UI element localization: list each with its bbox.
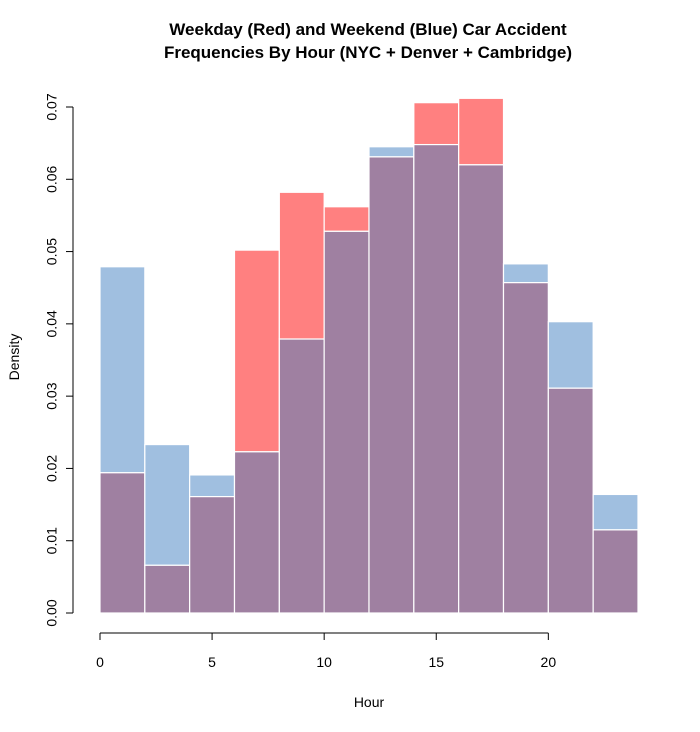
weekend-bar-0 — [99, 266, 146, 474]
overlap-bar-1 — [144, 564, 191, 614]
bars-group — [99, 97, 639, 614]
x-axis: 0 5 10 15 20 — [96, 632, 557, 670]
overlap-bar-6 — [368, 156, 415, 614]
x-tick-label: 0 — [96, 654, 104, 670]
y-tick-label: 0.03 — [44, 382, 60, 409]
y-axis: 0.00 0.01 0.02 0.03 0.04 0.05 0.06 0.07 — [44, 93, 74, 627]
weekend-bar-1 — [144, 443, 191, 566]
weekend-bar-6 — [368, 146, 415, 158]
y-tick-label: 0.07 — [44, 93, 60, 120]
chart-title-line-1: Weekday (Red) and Weekend (Blue) Car Acc… — [169, 20, 567, 39]
x-tick-label: 15 — [428, 654, 444, 670]
weekday-bar-7 — [413, 102, 460, 146]
weekday-bar-3 — [233, 249, 280, 453]
weekend-bar-2 — [189, 474, 236, 498]
x-tick-label: 10 — [316, 654, 332, 670]
y-tick-label: 0.06 — [44, 165, 60, 192]
overlap-bar-8 — [458, 164, 505, 614]
x-tick-label: 5 — [208, 654, 216, 670]
overlap-bar-4 — [278, 338, 325, 614]
overlap-bar-10 — [547, 387, 594, 614]
y-tick-label: 0.00 — [44, 599, 60, 626]
weekday-bar-5 — [323, 206, 370, 232]
weekday-bar-8 — [458, 97, 505, 166]
overlap-bar-9 — [502, 282, 549, 614]
overlap-bar-3 — [233, 451, 280, 614]
y-tick-label: 0.04 — [44, 310, 60, 337]
weekday-bar-4 — [278, 191, 325, 340]
y-tick-label: 0.01 — [44, 527, 60, 554]
overlap-bar-0 — [99, 472, 146, 614]
weekend-bar-11 — [592, 493, 639, 531]
overlap-bar-11 — [592, 529, 639, 614]
overlap-bar-2 — [189, 496, 236, 614]
overlap-bar-5 — [323, 230, 370, 614]
chart-title-line-2: Frequencies By Hour (NYC + Denver + Camb… — [164, 43, 572, 62]
y-axis-label: Density — [6, 334, 22, 381]
weekend-bar-10 — [547, 321, 594, 389]
x-tick-label: 20 — [541, 654, 557, 670]
x-axis-label: Hour — [354, 694, 385, 710]
y-tick-label: 0.05 — [44, 238, 60, 265]
overlap-bar-7 — [413, 143, 460, 614]
weekend-bar-9 — [502, 263, 549, 284]
y-tick-label: 0.02 — [44, 455, 60, 482]
